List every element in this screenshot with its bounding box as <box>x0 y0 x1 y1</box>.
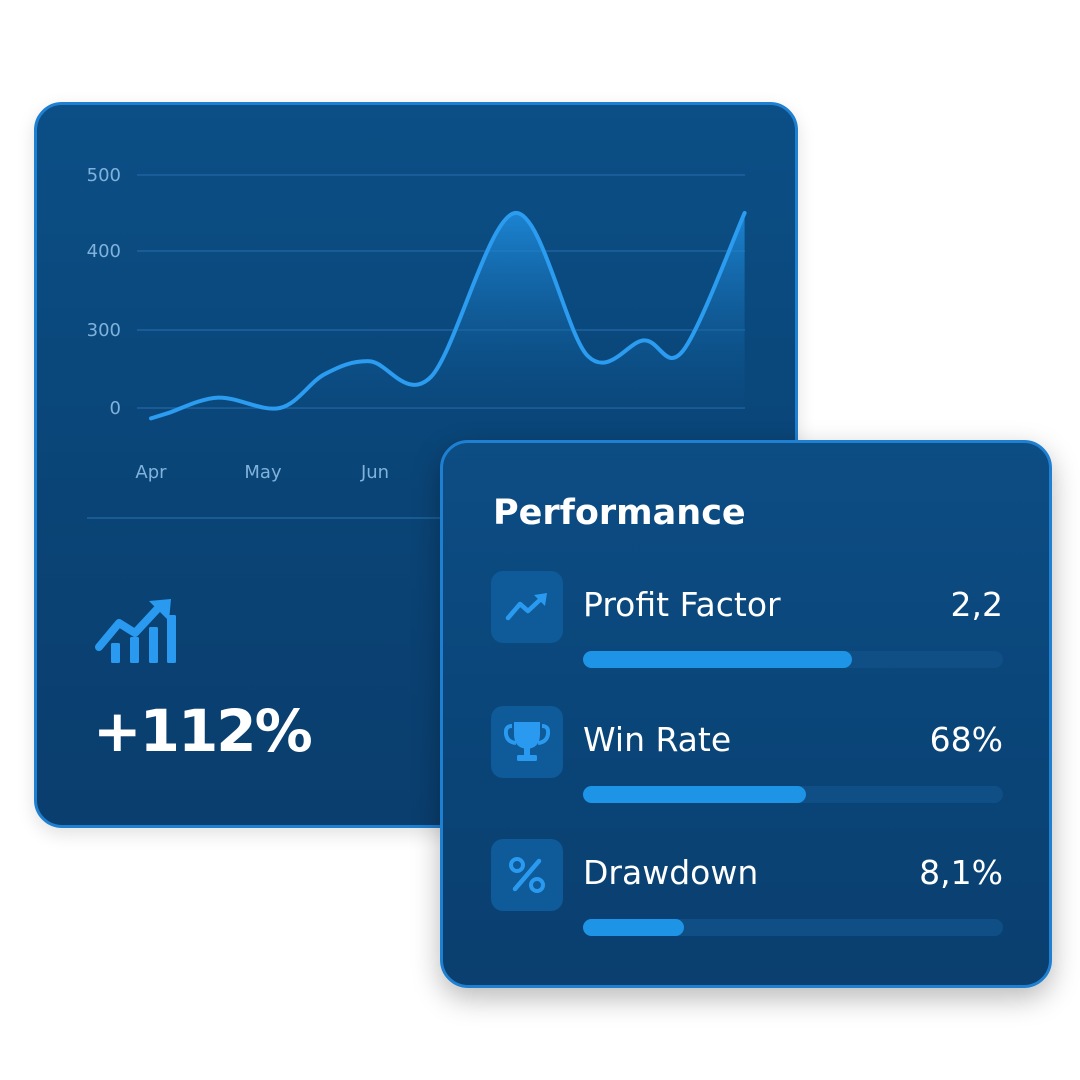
x-tick-label: May <box>244 462 282 483</box>
metric-icon-box <box>491 706 563 778</box>
metric-drawdown: Drawdown 8,1% <box>491 839 1003 949</box>
metric-win-rate: Win Rate 68% <box>491 706 1003 816</box>
trend-up-icon <box>505 593 547 621</box>
y-tick-label: 500 <box>87 165 121 186</box>
metric-label: Profit Factor <box>583 585 781 624</box>
metric-profit-factor: Profit Factor 2,2 <box>491 571 1003 681</box>
x-tick-label: Jun <box>360 462 389 483</box>
progress-track <box>583 651 1003 668</box>
metric-label: Win Rate <box>583 720 732 759</box>
progress-track <box>583 919 1003 936</box>
metric-label: Drawdown <box>583 853 759 892</box>
growth-percentage: +112% <box>93 697 313 765</box>
x-tick-label: Apr <box>135 462 167 483</box>
trophy-icon <box>504 722 550 761</box>
y-tick-label: 0 <box>110 398 121 419</box>
y-tick-label: 300 <box>87 320 121 341</box>
progress-fill <box>583 651 852 668</box>
trend-up-bars-icon <box>95 599 176 663</box>
area-chart: 500 400 300 0 Apr May Jun <box>87 165 747 483</box>
metric-value: 68% <box>929 720 1003 759</box>
card-divider <box>87 517 755 519</box>
y-tick-label: 400 <box>87 241 121 262</box>
progress-track <box>583 786 1003 803</box>
series-line <box>149 211 747 421</box>
percent-icon <box>509 857 545 893</box>
metric-value: 8,1% <box>919 853 1003 892</box>
progress-fill <box>583 786 806 803</box>
metric-icon-box <box>491 571 563 643</box>
series-area <box>151 212 745 419</box>
metric-icon-box <box>491 839 563 911</box>
performance-card: Performance Profit Factor 2,2 Win Rate 6… <box>440 440 1052 988</box>
performance-title: Performance <box>493 493 746 533</box>
metric-value: 2,2 <box>950 585 1003 624</box>
progress-fill <box>583 919 684 936</box>
